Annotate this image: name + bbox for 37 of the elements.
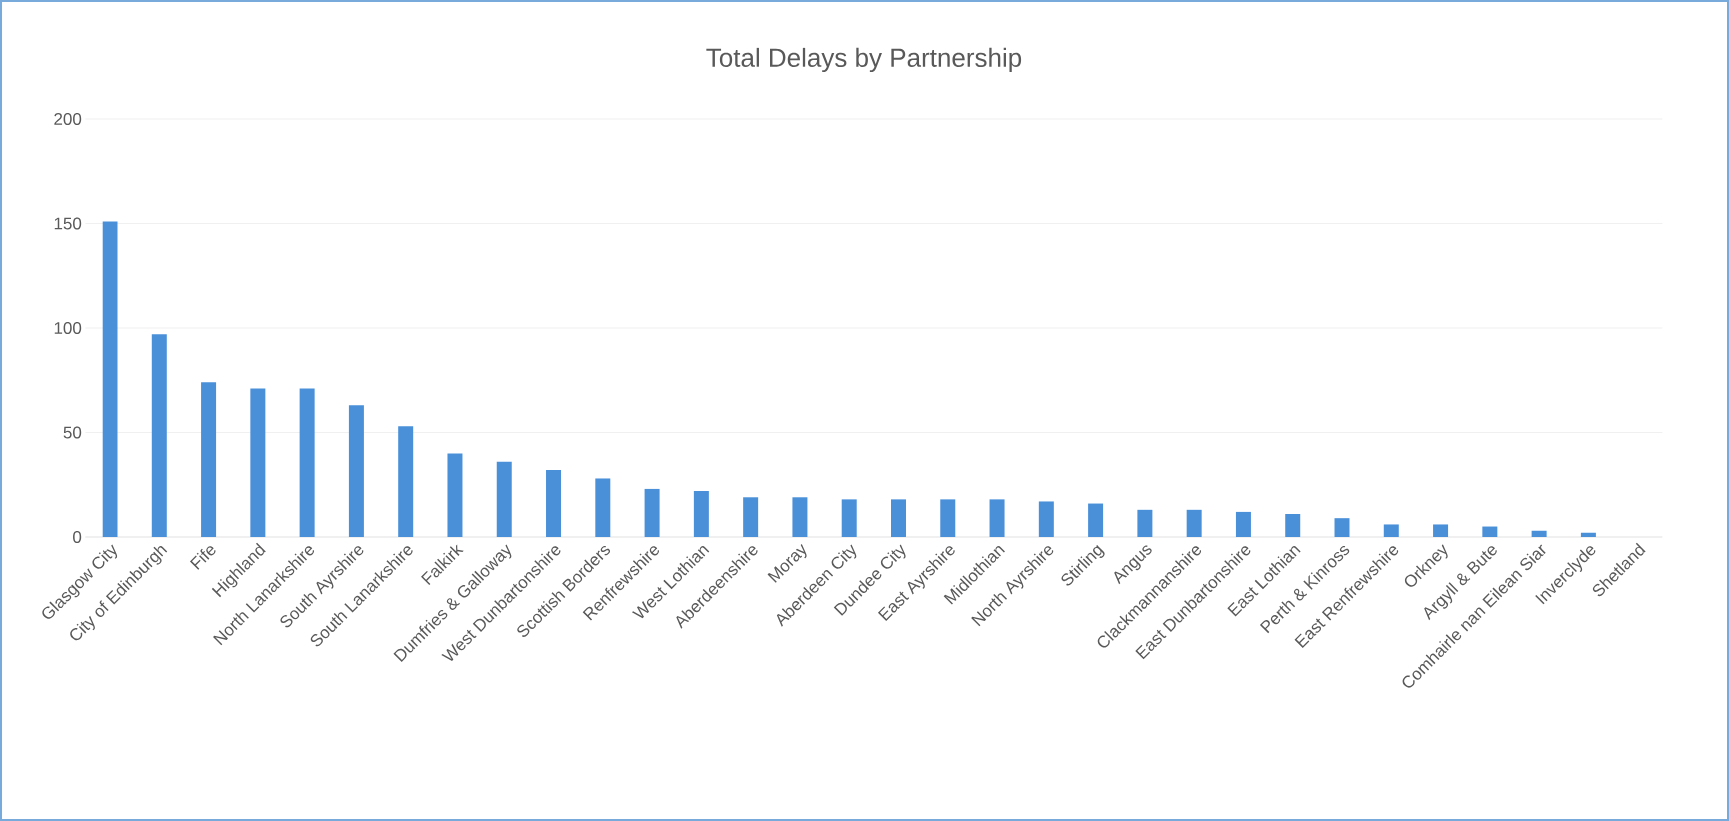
bar [348,405,364,537]
bar [1285,514,1301,537]
bar [546,470,562,537]
y-tick-label: 150 [54,217,82,230]
bar [595,478,611,537]
y-tick-label: 200 [54,112,82,126]
chart-title: Total Delays by Partnership [706,47,1022,73]
bar [1433,524,1449,537]
bar [644,488,660,537]
bar [201,382,217,537]
bar [102,221,118,537]
bar [299,388,315,537]
bar [1482,526,1498,537]
bar [1235,511,1251,537]
bar [1186,509,1202,537]
bar [989,499,1005,537]
bar [398,426,414,537]
bar [890,499,906,537]
bar [1088,503,1104,537]
bar [940,499,956,537]
bar [792,497,808,537]
y-tick-label: 100 [54,321,82,335]
bar [250,388,266,537]
bar [743,497,759,537]
bar [1531,530,1547,537]
bar [693,491,709,537]
y-tick-label: 0 [73,530,82,544]
y-tick-label: 50 [63,426,82,439]
bar [1383,524,1399,537]
bar [1038,501,1054,537]
bar [841,499,857,537]
bar [1580,532,1596,537]
bar [151,334,167,537]
bar [1334,518,1350,537]
bar [1137,509,1153,537]
bar [447,453,463,537]
bar [496,461,512,537]
